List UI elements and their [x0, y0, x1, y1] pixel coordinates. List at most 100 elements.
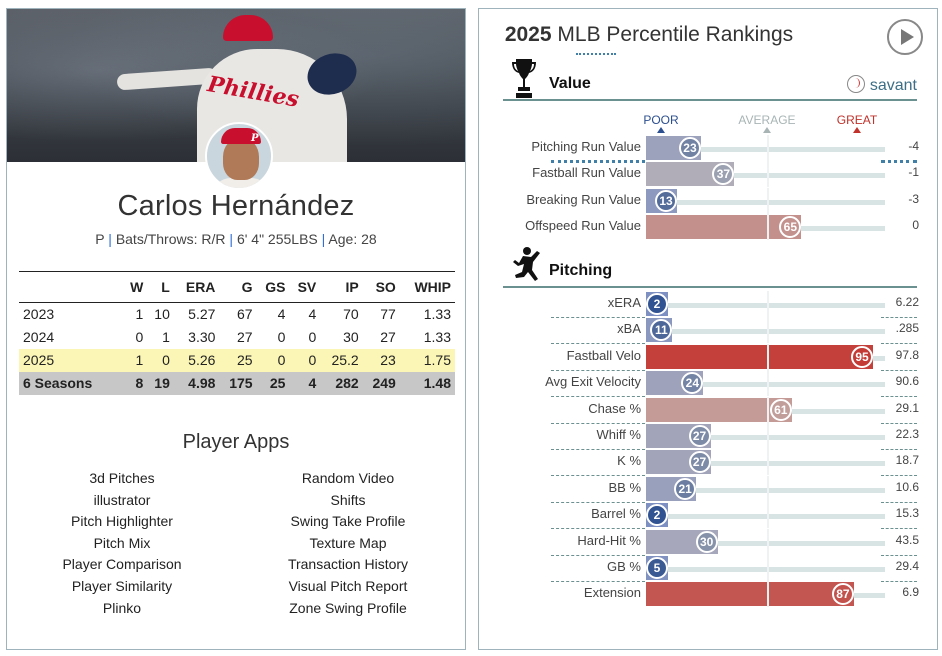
metric-row[interactable]: Barrel % 2 15.3 — [479, 502, 939, 529]
baseball-icon — [846, 75, 865, 93]
scale-label-great: GREAT — [827, 113, 887, 133]
metric-percentile-badge: 11 — [650, 319, 673, 342]
metric-track — [657, 435, 885, 440]
stats-cell: 0 — [135, 329, 144, 345]
title-dots-menu[interactable] — [576, 53, 616, 57]
metric-average-line — [767, 423, 769, 449]
trophy-icon — [512, 59, 536, 98]
metric-percentile-badge: 27 — [688, 425, 711, 447]
metric-label: K % — [617, 453, 641, 469]
metric-row[interactable]: K % 27 18.7 — [479, 449, 939, 476]
row-divider — [551, 475, 645, 477]
stats-cell: 4 — [308, 306, 317, 323]
player-app-link[interactable]: Pitch Mix — [93, 534, 151, 551]
scale-text: AVERAGE — [738, 113, 796, 127]
metric-label: Fastball Run Value — [532, 165, 641, 181]
player-app-link[interactable]: Visual Pitch Report — [288, 577, 408, 594]
metric-track — [657, 487, 885, 493]
player-app-link[interactable]: Player Comparison — [62, 556, 182, 573]
section-label: Pitching — [549, 262, 613, 279]
section-label: Value — [549, 75, 591, 92]
player-app-link[interactable]: Swing Take Profile — [290, 513, 406, 530]
metric-row[interactable]: Offspeed Run Value 65 0 — [479, 214, 939, 241]
player-app-link[interactable]: Zone Swing Profile — [289, 599, 407, 616]
metric-row[interactable]: GB % 5 29.4 — [479, 555, 939, 581]
metric-average-line — [767, 187, 769, 214]
metric-track — [657, 173, 885, 179]
metric-label: Offspeed Run Value — [525, 218, 641, 234]
metric-average-line — [767, 581, 769, 608]
metric-row[interactable]: Avg Exit Velocity 24 90.6 — [479, 370, 939, 397]
stats-header-cell: ERA — [173, 271, 220, 303]
metric-percentile-badge: 23 — [678, 137, 701, 159]
stats-header-cell — [19, 271, 124, 303]
metric-value: 90.6 — [895, 374, 919, 389]
player-headshot-avatar: P — [205, 122, 273, 190]
stats-header-cell: W — [123, 271, 148, 303]
metric-label: Fastball Velo — [566, 347, 641, 363]
metric-row[interactable]: Whiff % 27 22.3 — [479, 423, 939, 449]
savant-logo[interactable]: savant — [846, 75, 917, 95]
player-app-link[interactable]: illustrator — [93, 491, 151, 508]
stats-cell: 25.2 — [320, 348, 363, 372]
metric-value: 22.3 — [895, 427, 919, 441]
metric-label: Whiff % — [596, 427, 641, 442]
stats-header-cell: WHIP — [399, 271, 455, 303]
metric-average-line — [767, 214, 769, 241]
stats-cell: 0 — [256, 348, 290, 372]
metric-value: -4 — [908, 139, 919, 153]
play-animation-button[interactable] — [887, 19, 923, 55]
metric-row[interactable]: Breaking Run Value 13 -3 — [479, 187, 939, 214]
stats-header-cell: L — [147, 271, 174, 303]
metric-row[interactable]: Fastball Run Value 37 -1 — [479, 161, 939, 188]
metric-row[interactable]: Hard-Hit % 30 43.5 — [479, 528, 939, 555]
metric-value: 10.6 — [895, 479, 919, 494]
stats-cell: 1 — [162, 329, 170, 345]
metric-percentile-badge: 37 — [712, 163, 735, 186]
metric-row[interactable]: Fastball Velo 95 97.8 — [479, 343, 939, 370]
bio-height-weight: 6' 4" 255LBS — [236, 231, 318, 247]
stats-season-cell: 6 Seasons — [19, 371, 124, 395]
player-action-photo: Phillies — [7, 9, 465, 162]
metric-average-line — [767, 528, 769, 555]
player-app-link[interactable]: Pitch Highlighter — [71, 513, 173, 530]
metric-average-line — [767, 291, 769, 317]
scale-arrow-icon — [763, 127, 771, 133]
savant-label: savant — [869, 77, 917, 94]
metric-average-line — [767, 135, 769, 161]
stats-cell: 19 — [147, 371, 174, 395]
stats-header-cell: SO — [362, 271, 400, 303]
stats-season-cell: 2023 — [23, 306, 55, 323]
stats-cell: 27 — [236, 329, 253, 345]
stats-cell: 282 — [320, 371, 363, 395]
metric-label: Breaking Run Value — [526, 191, 641, 207]
metric-average-line — [767, 370, 769, 397]
player-app-link[interactable]: Transaction History — [287, 556, 409, 573]
stats-cell: 27 — [380, 329, 396, 345]
metric-value: 6.9 — [902, 585, 919, 600]
metric-percentile-badge: 87 — [831, 583, 854, 606]
player-app-link[interactable]: Random Video — [301, 470, 395, 486]
metric-row[interactable]: xERA 2 6.22 — [479, 291, 939, 317]
metric-row[interactable]: xBA 11 .285 — [479, 317, 939, 344]
player-app-link[interactable]: Shifts — [330, 491, 366, 508]
avatar-shirt — [211, 178, 271, 188]
avatar-cap: P — [221, 128, 261, 144]
player-app-link[interactable]: Plinko — [102, 599, 142, 616]
metric-row[interactable]: BB % 21 10.6 — [479, 475, 939, 502]
player-app-link[interactable]: 3d Pitches — [89, 470, 155, 486]
player-app-link[interactable]: Texture Map — [309, 534, 387, 551]
metric-percentile-badge: 2 — [646, 504, 668, 527]
metric-bar — [646, 215, 802, 240]
player-app-link[interactable]: Player Similarity — [71, 577, 173, 594]
row-divider — [551, 581, 645, 582]
metric-row[interactable]: Pitching Run Value 23 -4 — [479, 135, 939, 161]
stats-cell: 249 — [362, 371, 400, 395]
metric-row[interactable]: Chase % 61 29.1 — [479, 396, 939, 423]
stats-cell: 77 — [380, 306, 396, 323]
stats-cell: 23 — [362, 348, 400, 372]
stats-cell: 5.27 — [188, 306, 216, 323]
metric-value: 97.8 — [895, 347, 919, 362]
metric-percentile-badge: 61 — [769, 398, 792, 421]
metric-row[interactable]: Extension 87 6.9 — [479, 581, 939, 608]
